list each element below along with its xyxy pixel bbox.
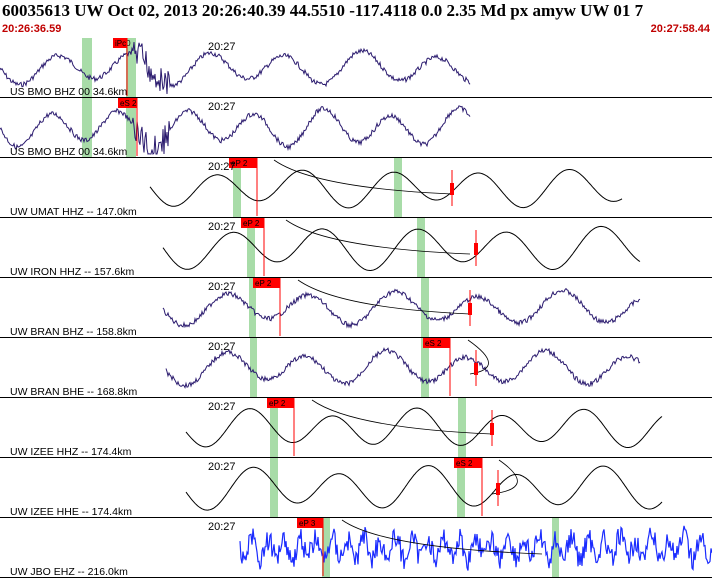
waveform-trace (239, 525, 712, 571)
seismogram-row[interactable]: eS 2 20:27 UW IZEE HHE -- 174.4km (0, 458, 712, 518)
waveform-trace (0, 41, 471, 95)
channel-label: US BMO BHZ 00 34.6km (10, 146, 128, 158)
pick-flag[interactable] (253, 278, 280, 288)
phase-window (82, 98, 92, 157)
amplitude-marker (496, 483, 500, 495)
coda-curve (273, 159, 453, 195)
coda-curve (311, 399, 493, 435)
channel-label: US BMO BHZ 00 34.6km (10, 86, 128, 98)
channel-label: UW IZEE HHE -- 174.4km (10, 506, 132, 518)
channel-label: UW IRON HHZ -- 157.6km (10, 266, 135, 278)
minute-label: 20:27 (208, 401, 236, 413)
amplitude-marker (474, 243, 478, 255)
window-end-time: 20:27:58.44 (650, 23, 710, 35)
minute-label: 20:27 (208, 101, 236, 113)
coda-curve (341, 519, 543, 555)
pick-label: eP 2 (243, 219, 260, 228)
minute-label: 20:27 (208, 161, 236, 173)
event-title: 60035613 UW Oct 02, 2013 20:26:40.39 44.… (2, 1, 644, 20)
pick-label: eS 2 (120, 99, 137, 108)
phase-window (82, 38, 92, 97)
seismogram-panel[interactable]: iPc0 20:27 US BMO BHZ 00 34.6km eS 2 20:27 US… (0, 38, 712, 578)
phase-window (250, 338, 257, 397)
minute-label: 20:27 (208, 41, 236, 53)
phase-window (126, 38, 136, 97)
amplitude-marker (468, 303, 472, 315)
channel-label: UW BRAN BHE -- 168.8km (10, 386, 137, 398)
phase-window (249, 278, 256, 337)
pick-flag[interactable] (118, 98, 137, 108)
waveform-trace (185, 407, 663, 448)
pick-flag[interactable] (241, 218, 264, 228)
pick-label: iPc0 (115, 39, 131, 48)
amplitude-marker (474, 363, 478, 375)
waveform-trace (185, 465, 663, 511)
channel-label: UW BRAN BHZ -- 158.8km (10, 326, 137, 338)
channel-label: UW IZEE HHZ -- 174.4km (10, 446, 132, 458)
phase-window (322, 518, 330, 577)
pick-flag[interactable] (267, 398, 294, 408)
event-header: 60035613 UW Oct 02, 2013 20:26:40.39 44.… (0, 0, 712, 38)
phase-window (126, 98, 136, 157)
pick-flag[interactable] (423, 338, 450, 348)
phase-window (270, 458, 278, 517)
waveform-trace (162, 287, 641, 330)
amplitude-marker (490, 423, 494, 435)
phase-window (457, 458, 465, 517)
seismogram-row[interactable]: eP 220:27 UW UMAT HHZ -- 147.0km (0, 158, 712, 218)
minute-label: 20:27 (208, 341, 236, 353)
minute-label: 20:27 (208, 461, 236, 473)
phase-window (458, 398, 466, 457)
minute-label: 20:27 (208, 281, 236, 293)
amplitude-marker (450, 183, 454, 195)
seismogram-row[interactable]: eP 2 20:27 UW IRON HHZ -- 157.6km (0, 218, 712, 278)
pick-flag[interactable] (297, 518, 323, 528)
pick-label: eP 3 (299, 519, 316, 528)
seismogram-row[interactable]: eP 3 20:27 UW JBO EHZ -- 216.0km (0, 518, 712, 578)
coda-curve (285, 219, 471, 255)
pick-label: eS 2 (425, 339, 442, 348)
waveform-trace (165, 347, 641, 389)
phase-window (421, 338, 429, 397)
minute-label: 20:27 (208, 221, 236, 233)
pick-flag[interactable] (454, 458, 482, 468)
window-start-time: 20:26:36.59 (2, 23, 62, 35)
seismogram-row[interactable]: eS 2 20:27 US BMO BHZ 00 34.6km (0, 98, 712, 158)
seismogram-row[interactable]: iPc0 20:27 US BMO BHZ 00 34.6km (0, 38, 712, 98)
channel-label: UW JBO EHZ -- 216.0km (10, 566, 128, 578)
waveform-trace (162, 225, 641, 271)
phase-window (270, 398, 278, 457)
pick-flag[interactable] (113, 38, 127, 48)
phase-window (394, 158, 402, 217)
seismogram-row[interactable]: eP 2 20:27 UW BRAN BHZ -- 158.8km (0, 278, 712, 338)
minute-label: 20:27 (208, 521, 236, 533)
pick-flag[interactable] (229, 158, 257, 168)
pick-label: eS 2 (456, 459, 473, 468)
pick-label: eP 2 (269, 399, 286, 408)
phase-window (421, 278, 429, 337)
pick-label: eP 2 (231, 159, 248, 168)
seismogram-row[interactable]: eS 2 20:27 UW BRAN BHE -- 168.8km (0, 338, 712, 398)
phase-window (247, 218, 255, 277)
pick-label: eP 2 (255, 279, 272, 288)
seismogram-row[interactable]: eP 2 20:27 UW IZEE HHZ -- 174.4km (0, 398, 712, 458)
phase-window (233, 158, 241, 217)
waveform-trace (149, 169, 623, 209)
waveform-trace (0, 105, 471, 155)
phase-window (417, 218, 425, 277)
channel-label: UW UMAT HHZ -- 147.0km (10, 206, 137, 218)
coda-curve (297, 279, 471, 315)
